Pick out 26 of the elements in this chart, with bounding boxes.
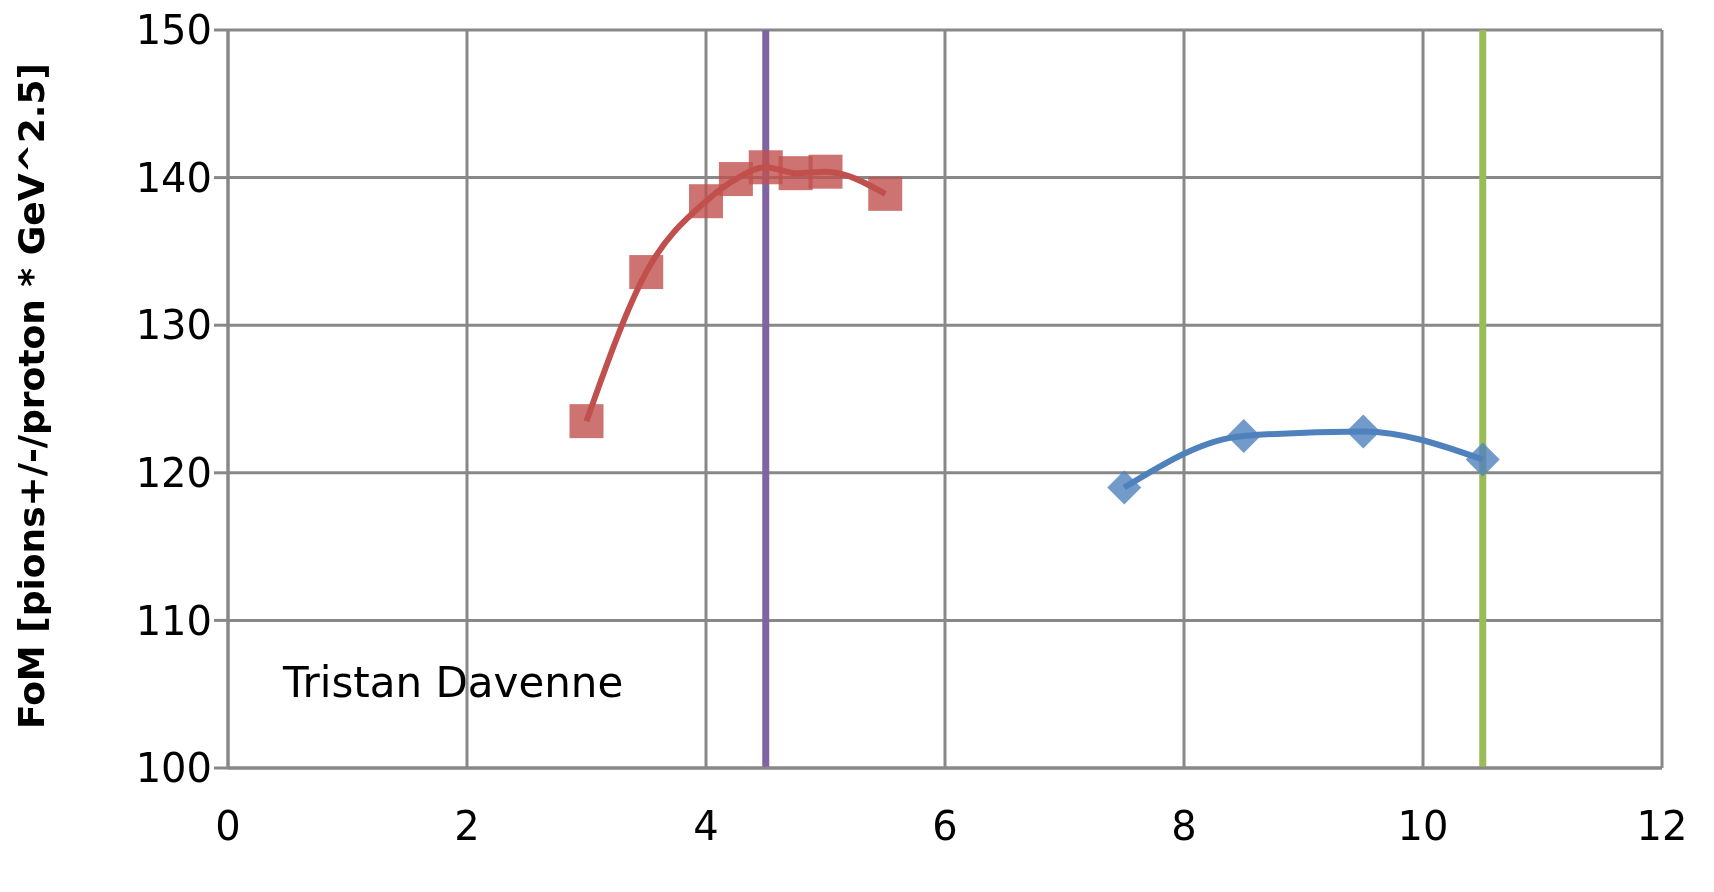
point bbox=[808, 154, 843, 189]
point bbox=[1107, 470, 1142, 505]
x-tick-label: 12 bbox=[1636, 803, 1688, 850]
point bbox=[1346, 414, 1381, 449]
x-tick-label: 6 bbox=[932, 803, 958, 850]
point bbox=[718, 162, 753, 197]
annotation: Tristan Davenne bbox=[283, 658, 624, 707]
point bbox=[748, 150, 783, 185]
point bbox=[1465, 442, 1500, 477]
y-tick-label: 150 bbox=[135, 7, 212, 54]
y-tick-label: 110 bbox=[135, 597, 212, 644]
y-tick-label: 120 bbox=[135, 450, 212, 496]
x-tick-label: 0 bbox=[215, 803, 241, 850]
x-tick-label: 2 bbox=[454, 803, 480, 850]
y-tick-label: 140 bbox=[135, 154, 212, 201]
y-axis-title: FoM [pions+/-/proton * GeV^2.5] bbox=[10, 63, 52, 729]
point bbox=[569, 404, 604, 439]
y-tick-label: 130 bbox=[135, 302, 212, 349]
x-tick-label: 8 bbox=[1171, 803, 1197, 850]
point bbox=[629, 255, 664, 290]
point bbox=[868, 176, 903, 211]
point bbox=[1226, 418, 1261, 453]
point bbox=[689, 184, 723, 219]
x-tick-label: 10 bbox=[1397, 803, 1449, 850]
x-tick-label: 4 bbox=[693, 803, 719, 850]
y-tick-label: 100 bbox=[135, 745, 212, 792]
